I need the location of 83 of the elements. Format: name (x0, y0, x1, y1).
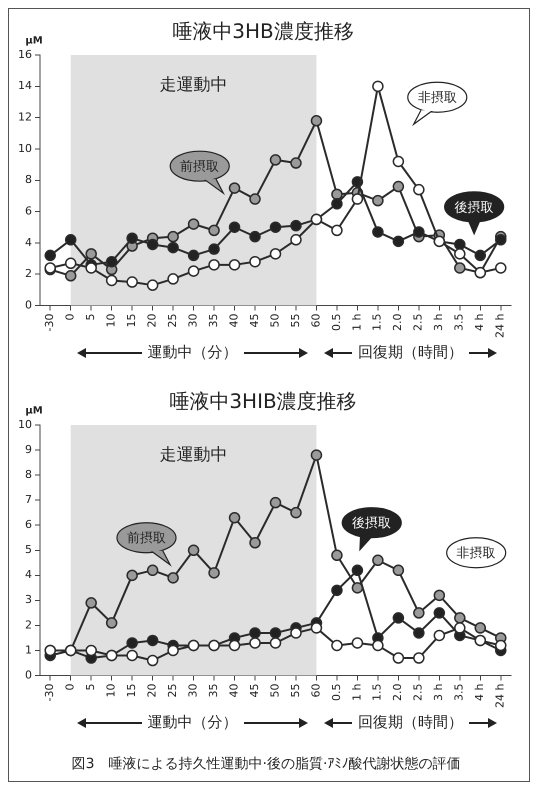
x-tick-label: 40 (227, 314, 240, 328)
x-tick-label: 20 (145, 314, 158, 328)
x-tick-label: 55 (288, 314, 302, 328)
x-tick-label: 4 h (473, 684, 486, 702)
x-tick-label: 0 (64, 314, 77, 321)
y-tick-label: 0 (24, 668, 32, 682)
y-tick-label: 6 (24, 518, 32, 532)
series-label: 前摂取 (126, 531, 166, 546)
band-label: 走運動中 (160, 444, 228, 465)
x-tick-label: 24 h (494, 314, 507, 338)
x-tick-label: 3.5 (452, 314, 466, 332)
x-tick-label: 15 (125, 684, 138, 698)
x-tick-label: 55 (288, 684, 302, 698)
x-tick-label: 25 (166, 684, 179, 698)
series-label: 前摂取 (180, 160, 220, 175)
x-tick-label: 45 (248, 684, 261, 698)
x-tick-label: 2.0 (391, 684, 404, 702)
y-tick-label: 8 (24, 173, 32, 186)
x-tick-label: 30 (186, 684, 200, 698)
x-tick-label: 3 h (432, 684, 446, 702)
x-tick-label: 1.5 (370, 684, 384, 702)
y-tick-label: 4 (24, 568, 32, 582)
x-tick-label: 45 (248, 314, 261, 328)
y-tick-label: 10 (18, 142, 32, 155)
x-tick-label: 1 h (350, 314, 364, 332)
x-tick-label: 60 (309, 314, 322, 328)
y-tick-label: 4 (24, 236, 32, 249)
text: 非摂取 (456, 546, 496, 562)
x-tick-label: 60 (309, 684, 322, 698)
y-tick-label: 0 (24, 298, 32, 312)
text: 運動中（分） (148, 343, 238, 362)
x-tick-label: 0.5 (330, 314, 343, 332)
x-tick-label: 1 h (350, 684, 364, 702)
x-tick-label: 30 (186, 314, 200, 328)
chart-title: 唾液中3HB濃度推移 (172, 19, 354, 44)
x-tick-label: 10 (104, 684, 118, 698)
x-tick-label: 3.5 (452, 684, 466, 702)
x-tick-label: 20 (145, 684, 158, 698)
x-tick-label: 2.0 (391, 314, 404, 332)
x-tick-label: 2.5 (412, 314, 425, 332)
y-tick-label: 6 (24, 204, 32, 218)
y-tick-label: 10 (18, 418, 32, 431)
x-tick-label: 5 (84, 314, 98, 321)
x-tick-label: -30 (43, 684, 56, 702)
y-tick-label: 8 (24, 468, 32, 481)
y-tick-label: 5 (24, 543, 32, 556)
x-tick-label: 4 h (473, 314, 486, 332)
x-tick-label: 0.5 (330, 684, 343, 702)
x-tick-label: 2.5 (412, 684, 425, 702)
x-tick-label: 1.5 (370, 314, 384, 332)
band-label: 走運動中 (160, 74, 228, 95)
caption: 図3 唾液による持久性運動中·後の脂質·ｱﾐﾉ酸代謝状態の評価 (70, 755, 462, 773)
text: 運動中（分） (148, 713, 238, 732)
x-tick-label: 35 (206, 684, 220, 698)
y-tick-label: 16 (18, 48, 32, 61)
y-axis-title: μM (25, 36, 43, 47)
x-tick-label: 25 (166, 314, 179, 328)
text: 後摂取 (352, 516, 392, 532)
x-tick-label: 10 (104, 314, 118, 328)
y-axis-title: μM (25, 406, 43, 417)
y-tick-label: 7 (24, 493, 32, 506)
x-tick-label: -30 (43, 314, 56, 332)
y-tick-label: 2 (24, 618, 32, 632)
series-label: 後摂取 (454, 200, 494, 216)
text: 回復期（時間） (358, 713, 464, 732)
y-tick-label: 3 (24, 593, 32, 606)
y-tick-label: 12 (18, 110, 32, 124)
y-tick-label: 2 (24, 267, 32, 280)
x-tick-label: 24 h (494, 684, 507, 708)
x-tick-label: 50 (268, 684, 282, 698)
text: 非摂取 (418, 90, 457, 106)
y-tick-label: 14 (18, 79, 32, 92)
y-tick-label: 9 (24, 442, 32, 456)
x-tick-label: 0 (64, 684, 77, 691)
x-tick-label: 3 h (432, 314, 446, 332)
x-tick-label: 5 (84, 684, 98, 691)
y-tick-label: 1 (24, 643, 32, 656)
text: 回復期（時間） (358, 343, 464, 362)
x-tick-label: 35 (206, 314, 220, 328)
x-tick-label: 15 (125, 314, 138, 328)
x-tick-label: 50 (268, 314, 282, 328)
x-tick-label: 40 (227, 684, 240, 698)
chart-title: 唾液中3HIB濃度推移 (169, 389, 357, 414)
